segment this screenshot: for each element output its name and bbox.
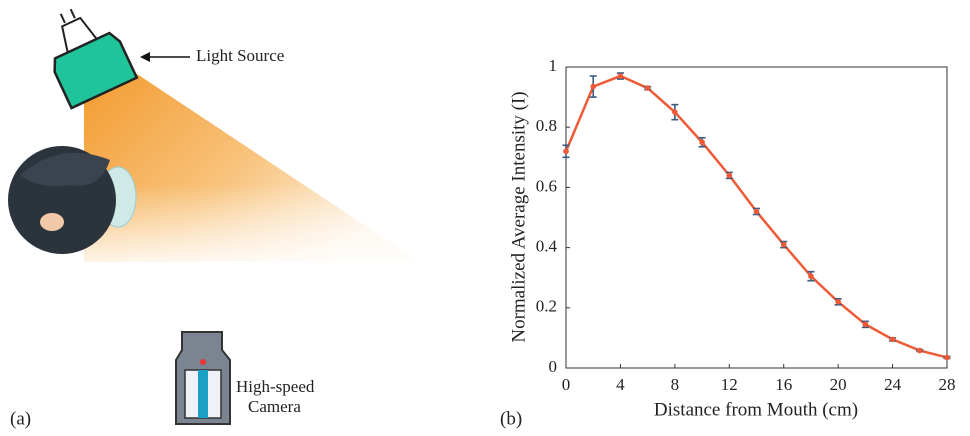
data-point bbox=[644, 85, 651, 91]
data-line bbox=[564, 74, 948, 359]
x-tick-label: 28 bbox=[939, 375, 956, 394]
plot-frame bbox=[565, 66, 948, 369]
panel-label: (a) bbox=[10, 408, 31, 429]
data-point bbox=[672, 109, 678, 115]
illustration: Light Source High-speed Camera (a) bbox=[8, 8, 420, 429]
y-tick-label: 0.8 bbox=[536, 116, 557, 135]
x-axis-label: Distance from Mouth (cm) bbox=[654, 399, 858, 420]
head bbox=[8, 146, 137, 254]
x-tick-label: 24 bbox=[884, 375, 902, 394]
data-point bbox=[944, 354, 950, 361]
y-tick-label: 0.4 bbox=[536, 237, 558, 256]
x-tick-label: 16 bbox=[775, 375, 792, 394]
camera bbox=[175, 331, 231, 425]
data-point bbox=[726, 172, 733, 179]
x-tick-label: 8 bbox=[671, 375, 680, 394]
data-point bbox=[699, 139, 705, 146]
light-cone-fade bbox=[84, 68, 420, 262]
panel-label: (b) bbox=[500, 408, 522, 429]
arrow-head bbox=[140, 52, 150, 62]
camera-label: Camera bbox=[248, 397, 301, 416]
data-point bbox=[780, 241, 787, 248]
data-point bbox=[889, 336, 896, 343]
data-point bbox=[563, 148, 569, 155]
light-source bbox=[53, 8, 139, 110]
y-tick-label: 1 bbox=[549, 56, 558, 75]
data-point bbox=[835, 298, 841, 305]
data-point bbox=[916, 347, 923, 354]
x-tick-label: 20 bbox=[830, 375, 847, 394]
data-point bbox=[753, 208, 760, 215]
y-axis-label: Normalized Average Intensity (I) bbox=[508, 91, 529, 342]
y-tick-label: 0.2 bbox=[536, 297, 557, 316]
data-point bbox=[590, 83, 597, 90]
x-tick-label: 0 bbox=[562, 375, 571, 394]
light-label: Light Source bbox=[196, 46, 284, 65]
data-point bbox=[808, 273, 814, 279]
camera-label: High-speed bbox=[236, 377, 315, 396]
data-point bbox=[862, 321, 869, 328]
y-tick-label: 0 bbox=[549, 357, 558, 376]
y-tick-label: 0.6 bbox=[536, 176, 557, 195]
x-tick-label: 12 bbox=[721, 375, 738, 394]
x-tick-label: 4 bbox=[616, 375, 625, 394]
data-point bbox=[617, 73, 624, 79]
